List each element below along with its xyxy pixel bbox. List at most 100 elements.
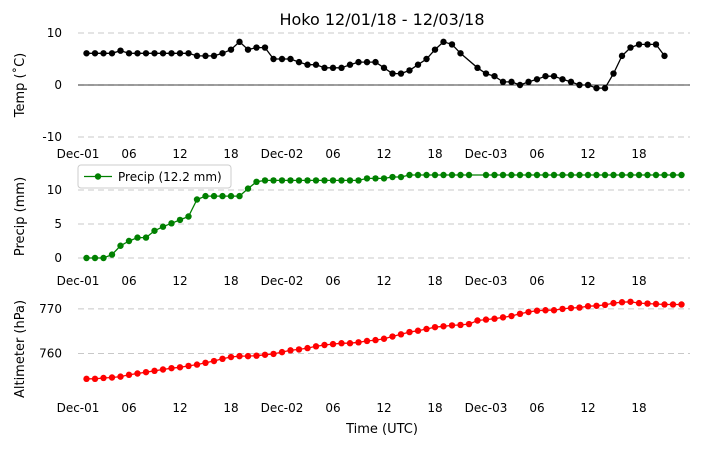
data-point xyxy=(278,348,286,356)
data-point xyxy=(295,58,303,66)
data-point xyxy=(304,177,311,184)
data-point xyxy=(431,323,439,331)
data-point xyxy=(278,177,286,184)
data-point xyxy=(338,64,345,72)
data-point xyxy=(329,64,337,72)
y-axis-label: Precip (mm) xyxy=(13,177,28,256)
data-point xyxy=(159,366,167,373)
data-point xyxy=(423,55,430,63)
data-point xyxy=(185,362,192,370)
data-point xyxy=(542,72,549,80)
data-point xyxy=(185,50,192,57)
data-point xyxy=(261,351,269,358)
data-point xyxy=(355,339,362,346)
data-point xyxy=(567,171,575,179)
data-point xyxy=(661,52,668,60)
data-point xyxy=(482,70,490,77)
data-point xyxy=(261,177,269,184)
data-point xyxy=(516,171,524,179)
x-tick-label: 06 xyxy=(121,147,136,161)
data-point xyxy=(338,177,345,184)
data-point xyxy=(559,171,566,179)
x-tick-label: 06 xyxy=(529,401,544,415)
data-point xyxy=(508,312,515,320)
x-tick-label: 18 xyxy=(631,274,646,288)
data-point xyxy=(202,52,209,60)
x-tick-label: 12 xyxy=(376,147,391,161)
data-point xyxy=(610,299,617,307)
data-point xyxy=(236,352,243,360)
data-point xyxy=(117,47,124,54)
data-point xyxy=(363,58,371,66)
data-point xyxy=(355,58,362,66)
data-point xyxy=(270,350,277,358)
x-tick-label: 18 xyxy=(427,147,442,161)
data-point xyxy=(644,171,651,179)
data-point xyxy=(151,367,158,375)
data-point xyxy=(372,336,379,344)
data-point xyxy=(397,70,405,77)
data-point xyxy=(652,300,660,308)
data-point xyxy=(499,314,507,321)
data-point xyxy=(431,171,439,179)
data-point xyxy=(584,303,592,310)
y-axis-label: Altimeter (hPa) xyxy=(13,300,28,398)
data-point xyxy=(100,254,107,262)
data-point xyxy=(525,78,532,86)
data-point xyxy=(533,171,541,179)
data-point xyxy=(125,50,133,57)
data-point xyxy=(142,368,150,376)
data-point xyxy=(244,46,252,53)
data-point xyxy=(380,175,388,182)
data-point xyxy=(83,254,90,262)
x-axis-label: Time (UTC) xyxy=(345,422,418,437)
data-point xyxy=(440,171,447,179)
x-tick-label: Dec-03 xyxy=(465,147,508,161)
data-point xyxy=(389,70,396,77)
data-point xyxy=(627,298,634,305)
series-line xyxy=(86,174,682,259)
data-point xyxy=(210,52,218,60)
data-point xyxy=(278,55,286,63)
data-point xyxy=(193,361,201,368)
data-point xyxy=(550,171,558,179)
data-point xyxy=(134,50,141,57)
data-point xyxy=(525,308,532,316)
data-point xyxy=(652,41,660,48)
data-point xyxy=(542,171,549,179)
data-point xyxy=(321,341,328,349)
data-point xyxy=(372,58,379,66)
data-point xyxy=(329,340,337,348)
x-tick-label: 06 xyxy=(325,147,340,161)
data-point xyxy=(431,46,439,53)
x-tick-label: 12 xyxy=(172,274,187,288)
x-tick-label: 18 xyxy=(223,401,238,415)
data-point xyxy=(482,171,490,179)
data-point xyxy=(321,177,328,184)
data-point xyxy=(270,55,277,63)
data-point xyxy=(91,254,99,262)
data-point xyxy=(236,192,243,200)
data-point xyxy=(287,177,294,184)
data-point xyxy=(669,301,677,308)
y-tick-label: 0 xyxy=(54,251,62,265)
data-point xyxy=(108,50,116,57)
x-tick-label: 18 xyxy=(631,401,646,415)
data-point xyxy=(576,304,583,311)
data-point xyxy=(329,177,337,184)
data-point xyxy=(83,375,90,383)
data-point xyxy=(593,84,600,92)
data-point xyxy=(516,81,524,89)
data-point xyxy=(465,320,473,328)
data-point xyxy=(491,72,498,80)
data-point xyxy=(270,177,277,184)
x-tick-label: 06 xyxy=(121,274,136,288)
x-tick-label: 18 xyxy=(223,274,238,288)
data-point xyxy=(159,223,167,230)
data-point xyxy=(499,171,507,179)
data-point xyxy=(83,50,90,57)
data-point xyxy=(448,322,456,329)
data-point xyxy=(363,337,371,345)
data-point xyxy=(236,38,243,46)
